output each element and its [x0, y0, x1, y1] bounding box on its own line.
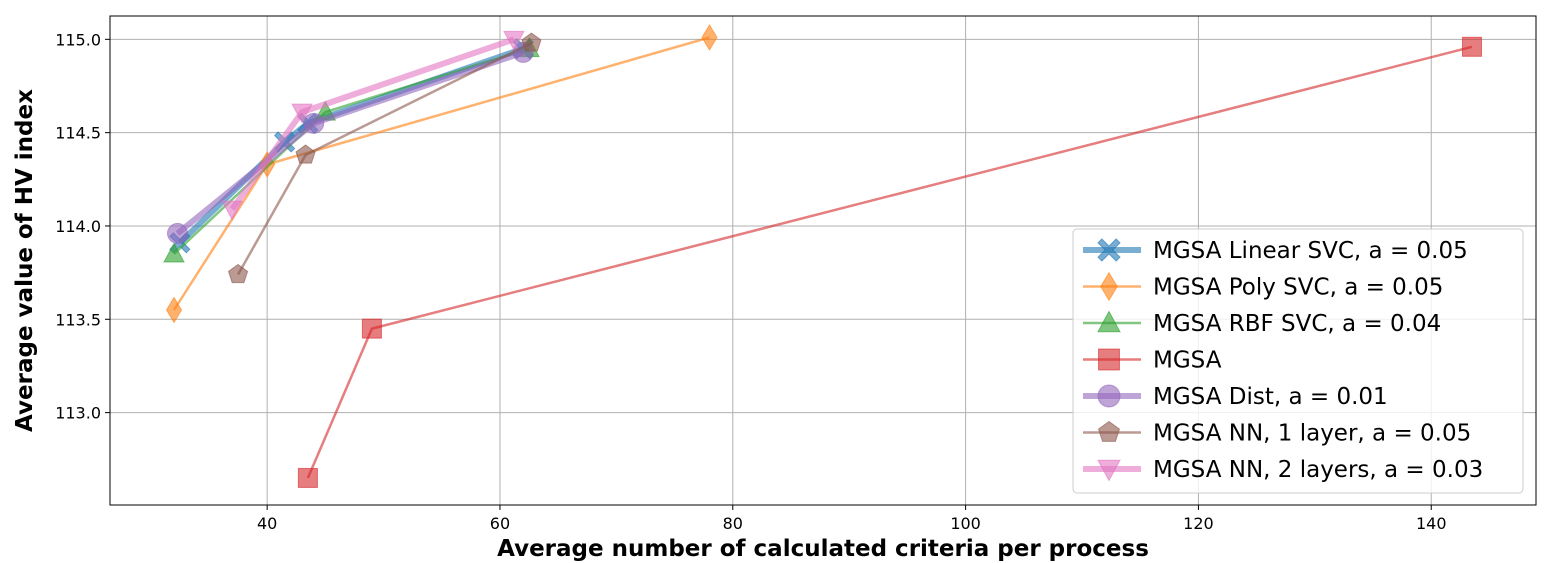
series-4	[297, 36, 1482, 488]
data-point	[291, 103, 313, 124]
data-point	[221, 200, 244, 221]
x-tick-label: 60	[490, 514, 510, 533]
data-point	[361, 318, 382, 339]
data-point	[701, 23, 718, 51]
series-layer	[163, 23, 1482, 488]
y-tick-label: 114.0	[55, 217, 101, 236]
legend-label: MGSA	[1153, 348, 1222, 374]
x-tick-label: 80	[723, 514, 743, 533]
series-6	[227, 32, 542, 284]
data-point	[1461, 36, 1482, 57]
series-line	[173, 47, 530, 255]
legend-marker	[1098, 348, 1120, 371]
legend-label: MGSA NN, 2 layers, a = 0.03	[1153, 457, 1483, 483]
y-tick-label: 113.0	[55, 404, 101, 423]
y-tick-label: 115.0	[55, 30, 101, 49]
legend-marker	[1097, 384, 1121, 408]
x-tick-label: 120	[1183, 514, 1214, 533]
legend-item: MGSA Poly SVC, a = 0.05	[1083, 271, 1443, 302]
legend-marker	[1097, 238, 1121, 262]
legend-item: MGSA Linear SVC, a = 0.05	[1083, 238, 1468, 264]
legend-marker	[1097, 310, 1121, 333]
series-3	[163, 37, 540, 263]
ticks: 40 60 80 100 120 140 113.0 113.5 114.0 114.5 115.0	[55, 30, 1446, 533]
x-tick-label: 40	[257, 514, 277, 533]
series-1	[169, 37, 534, 254]
legend-marker	[1097, 459, 1121, 482]
x-axis-label: Average number of calculated criteria pe…	[497, 536, 1149, 562]
legend-marker	[1097, 420, 1121, 442]
data-point	[167, 222, 189, 244]
series-line	[236, 41, 532, 276]
legend-label: MGSA Poly SVC, a = 0.05	[1153, 275, 1443, 301]
legend-box	[1072, 228, 1524, 494]
y-tick-label: 113.5	[55, 310, 101, 329]
legend-label: MGSA RBF SVC, a = 0.04	[1153, 311, 1441, 337]
plot-frame	[109, 15, 1537, 506]
series-5	[167, 41, 534, 244]
legend-item: MGSA NN, 1 layer, a = 0.05	[1083, 421, 1471, 447]
legend-marker	[1100, 271, 1118, 302]
x-tick-label: 140	[1416, 514, 1447, 533]
data-point	[163, 242, 185, 263]
legend-label: MGSA NN, 1 layer, a = 0.05	[1153, 421, 1471, 447]
data-point	[295, 144, 316, 164]
legend-item: MGSA	[1083, 348, 1222, 374]
x-tick-label: 100	[950, 514, 981, 533]
data-point	[227, 263, 249, 284]
data-point	[521, 32, 542, 52]
data-point	[303, 112, 325, 134]
legend-item: MGSA RBF SVC, a = 0.04	[1083, 310, 1441, 337]
legend-item: MGSA NN, 2 layers, a = 0.03	[1083, 457, 1483, 483]
series-7	[221, 30, 525, 221]
legend-label: MGSA Dist, a = 0.01	[1153, 384, 1388, 410]
legend-item: MGSA Dist, a = 0.01	[1083, 384, 1388, 410]
y-axis-label: Average value of HV index	[12, 89, 38, 432]
legend: MGSA Linear SVC, a = 0.05 MGSA Poly SVC, …	[1072, 228, 1524, 494]
y-tick-label: 114.5	[55, 124, 101, 143]
data-point	[297, 467, 318, 488]
legend-label: MGSA Linear SVC, a = 0.05	[1153, 238, 1468, 264]
data-point	[503, 30, 525, 51]
data-point	[165, 296, 183, 324]
